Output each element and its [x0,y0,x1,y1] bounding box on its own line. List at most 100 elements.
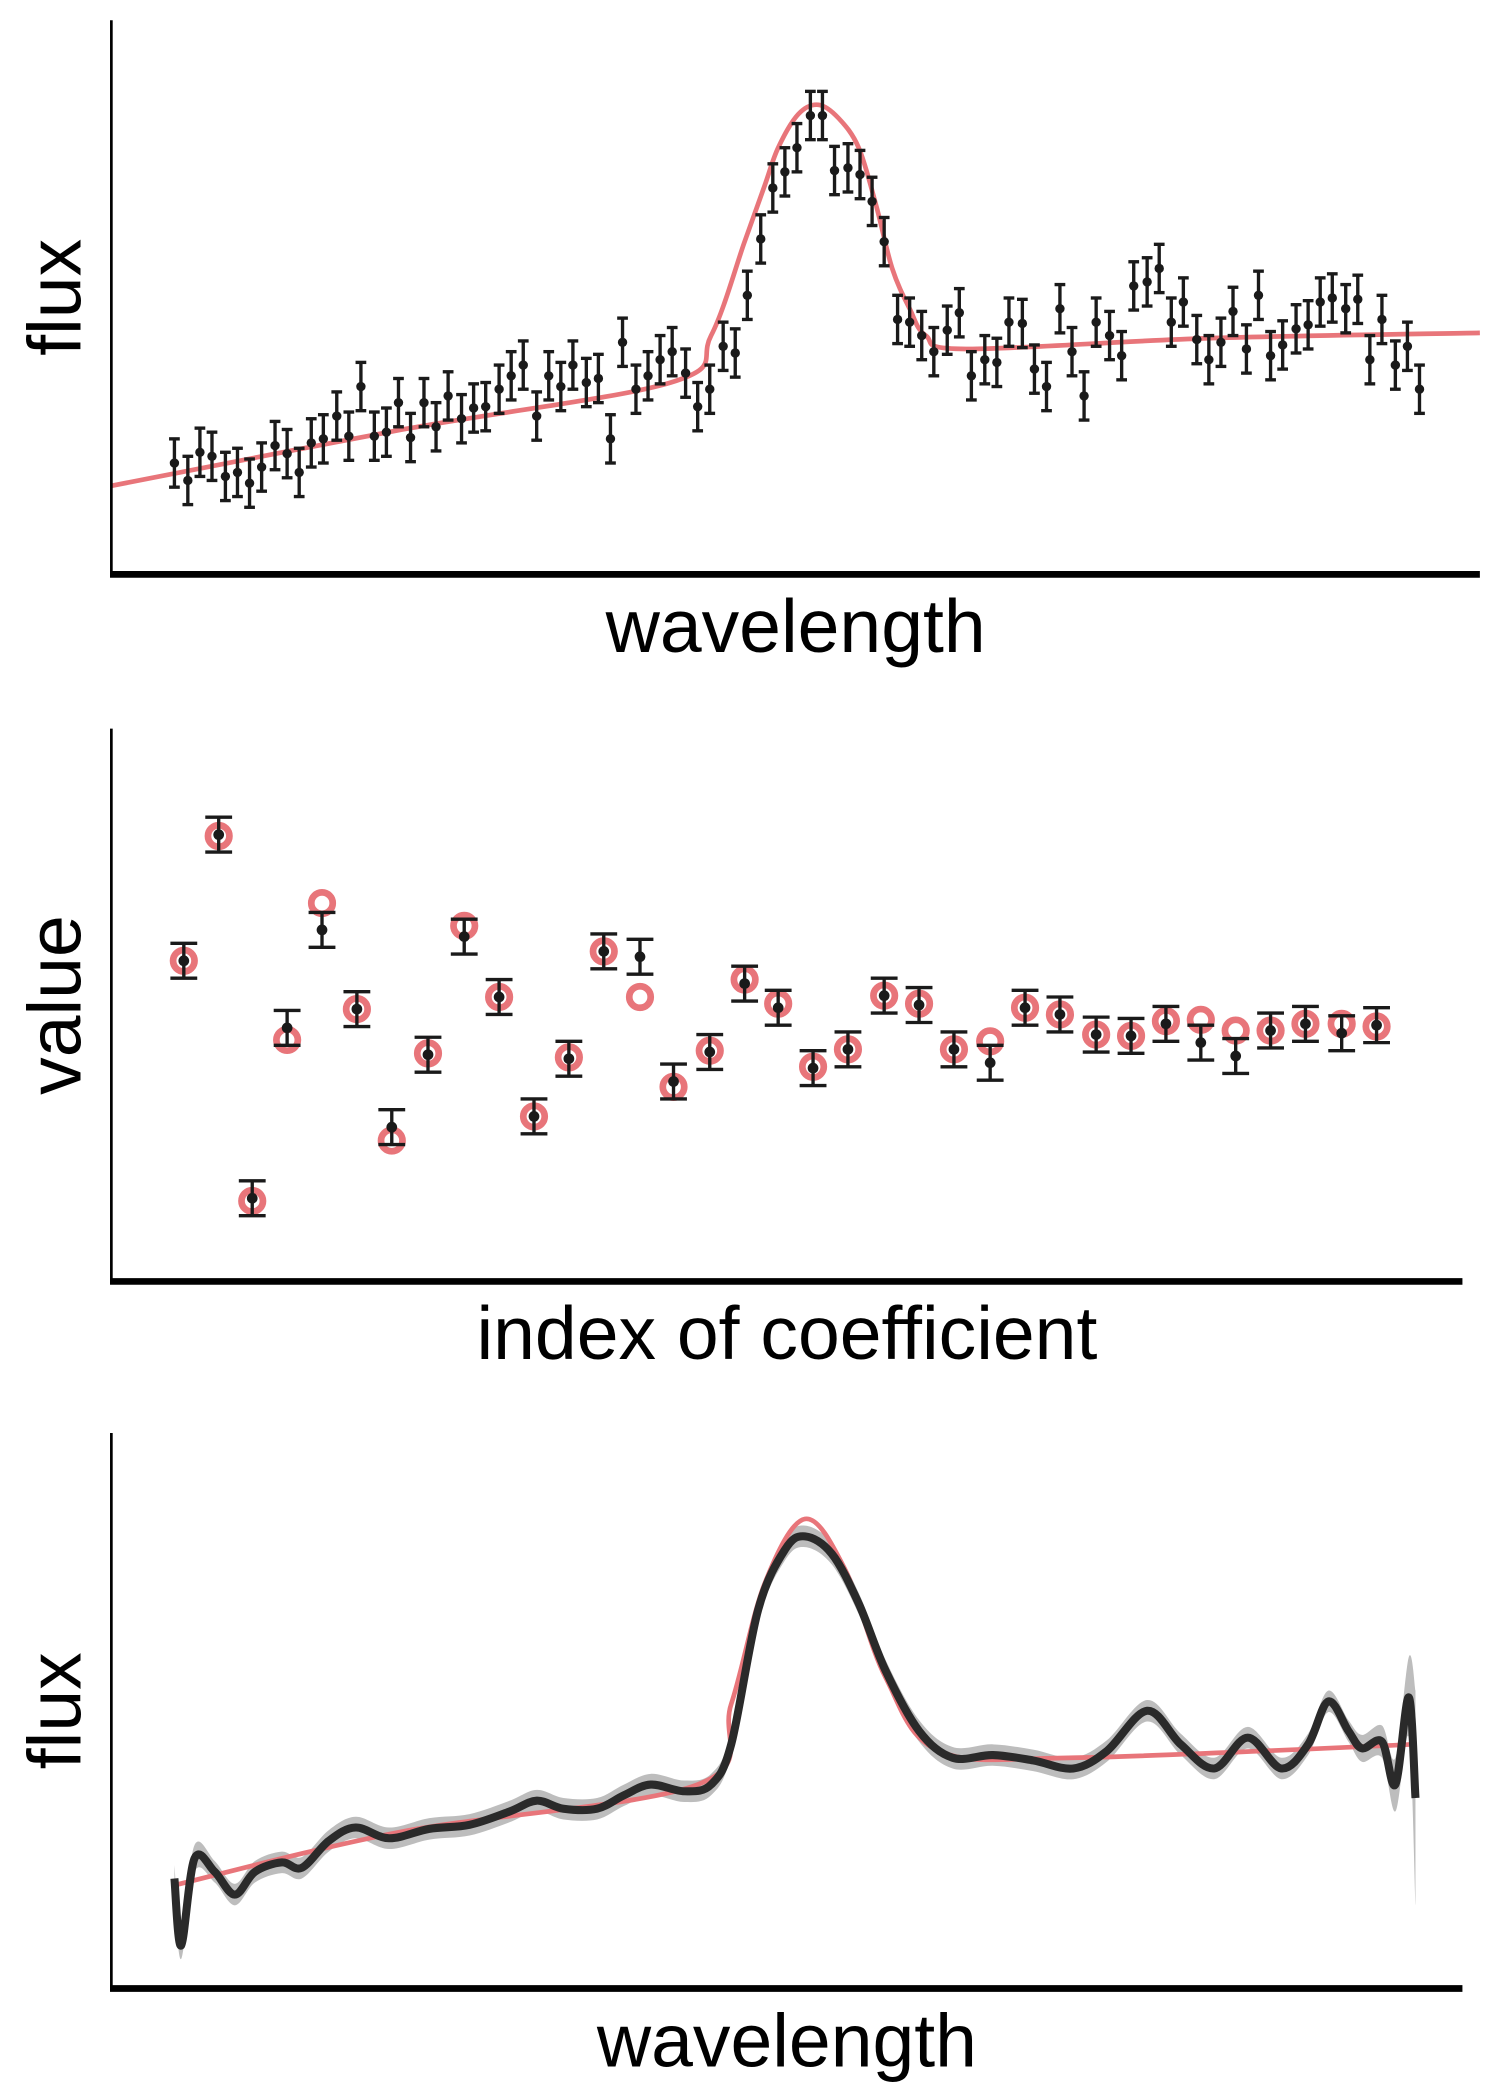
point [1291,324,1301,334]
point [318,434,329,444]
point [929,346,939,357]
point [270,440,280,451]
point [1390,360,1401,370]
point [220,471,231,482]
point [667,346,677,357]
point [443,391,453,401]
point [739,978,750,989]
point [431,422,441,432]
point [1341,304,1351,314]
point [992,357,1002,368]
point [1166,317,1176,327]
point [1336,1027,1348,1039]
point [879,236,889,247]
point [792,143,802,153]
point [1377,314,1387,325]
point [617,337,628,347]
point [1160,1018,1172,1030]
point [1019,1002,1031,1014]
true-coefficient [307,888,337,918]
point [213,829,225,841]
point [942,325,952,335]
y-axis-label: flux [13,1652,97,1769]
point [878,990,890,1002]
point [730,348,740,358]
point [393,397,404,408]
point [817,110,828,121]
point [456,414,467,424]
point [1204,355,1214,365]
point [1265,350,1276,361]
point [634,951,646,963]
point [913,999,925,1011]
point [244,478,255,488]
point [643,371,653,381]
point [1055,304,1065,314]
point [704,1046,716,1058]
uncertainty-band [174,1525,1416,1960]
point [1300,1018,1311,1030]
point [1017,318,1028,329]
point [842,1043,854,1055]
point [780,167,790,177]
point [316,924,328,936]
point [655,355,665,365]
point [1079,391,1089,401]
point [169,458,180,468]
point [356,381,366,392]
point [1353,294,1363,305]
point [1004,317,1014,327]
x-axis-label: wavelength [605,584,986,668]
point [867,196,877,207]
point [598,946,610,957]
panel: index of coefficient value [13,728,1463,1375]
point [807,1062,819,1074]
point [593,373,604,384]
point [306,438,316,448]
point [351,1003,363,1015]
y-axis-label: flux [13,239,97,356]
point [1129,281,1139,291]
point [1125,1030,1137,1042]
point [381,427,392,437]
point [256,462,267,472]
point [904,317,915,327]
point [422,1049,434,1061]
point [1216,337,1226,347]
point [980,355,990,365]
panel: wavelength flux [13,1433,1463,2082]
point [232,467,243,478]
point [468,403,479,413]
point [1315,297,1325,307]
point [742,290,753,300]
point [480,401,491,412]
point [544,371,554,381]
point [984,1057,996,1069]
point [1192,334,1202,345]
point [207,451,217,462]
point [369,431,380,441]
point [892,314,903,325]
point [568,360,578,370]
point [195,447,205,457]
point [1265,1025,1276,1036]
point [1054,1009,1066,1020]
point [668,1076,679,1087]
point [419,397,429,408]
point [1228,306,1238,317]
point [1067,346,1077,357]
point [772,1002,784,1014]
point [1091,317,1101,327]
point [563,1053,575,1065]
point [178,955,190,967]
point [1230,1050,1242,1062]
point [705,384,715,394]
point [829,165,840,176]
point [855,169,865,180]
point [294,467,304,478]
true-coefficient [625,982,655,1012]
point [917,330,927,341]
x-axis-label: wavelength [596,1998,977,2082]
point [528,1111,540,1122]
point [332,411,342,421]
